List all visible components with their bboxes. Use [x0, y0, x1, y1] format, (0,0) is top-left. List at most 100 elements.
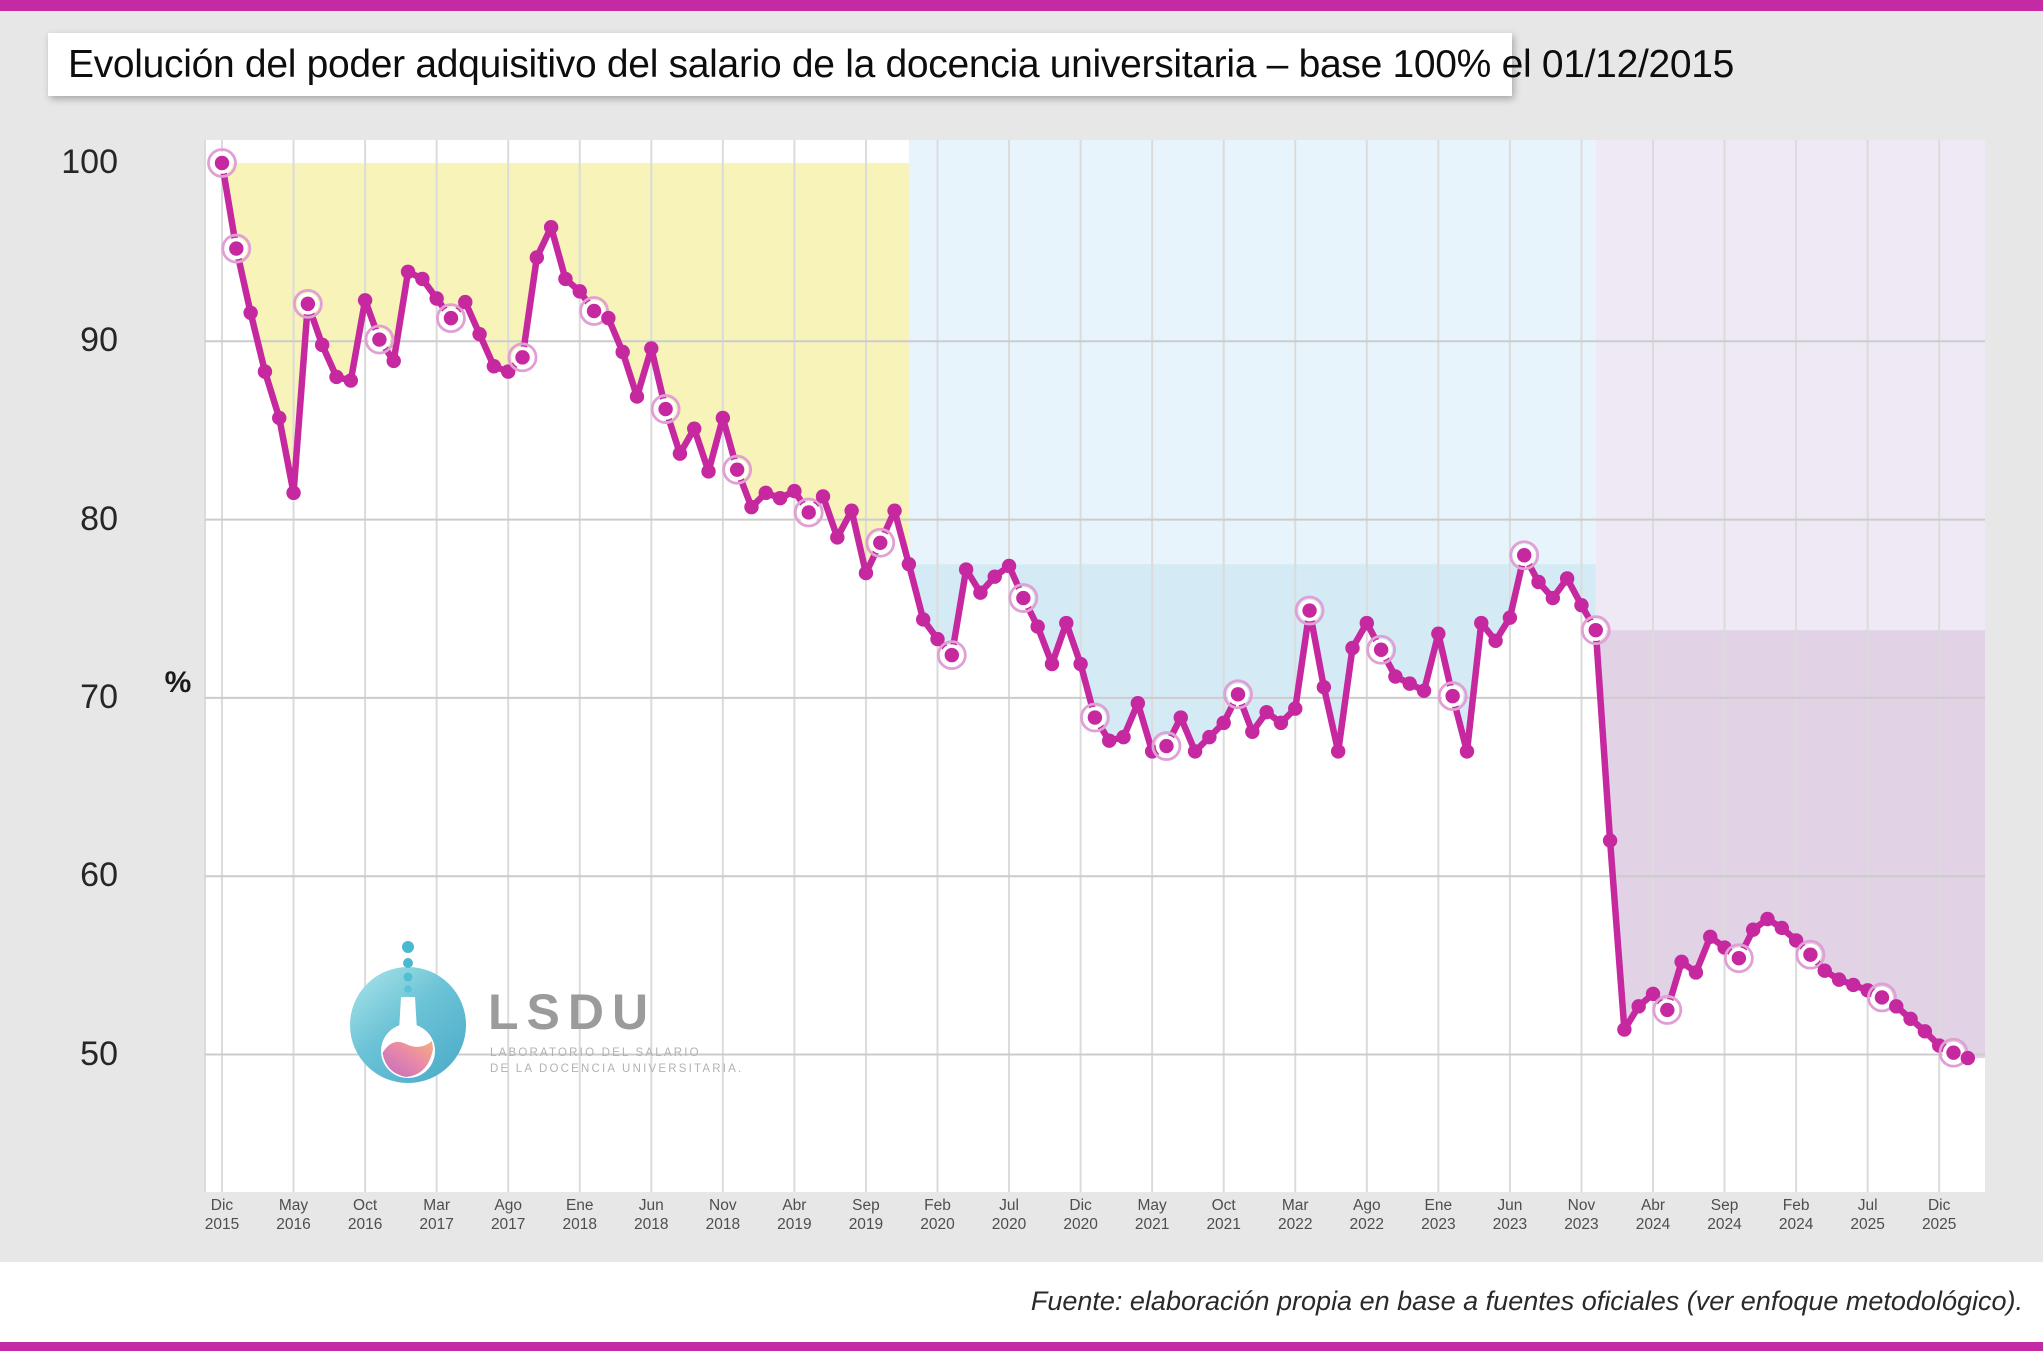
- data-point: [400, 264, 416, 279]
- title-card: Evolución del poder adquisitivo del sala…: [48, 33, 1734, 96]
- ringed-marker-halo: [1080, 702, 1110, 733]
- data-point: [1316, 680, 1332, 695]
- region-band-periodo-2015-2019: [222, 163, 909, 574]
- ringed-marker-halo: [650, 394, 681, 424]
- ringed-marker-halo: [793, 497, 824, 528]
- x-axis-tick-label: Abr 2019: [777, 1197, 812, 1233]
- data-point: [1230, 687, 1246, 702]
- data-point: [243, 305, 258, 320]
- data-point: [1932, 1038, 1947, 1053]
- data-point: [1803, 947, 1818, 962]
- x-axis-tick-label: Nov 2018: [705, 1197, 741, 1233]
- ringed-marker-halo: [1151, 731, 1182, 761]
- x-axis-tick-label: Sep 2019: [848, 1197, 884, 1233]
- data-point: [1574, 597, 1589, 613]
- data-point: [1788, 933, 1804, 948]
- data-point: [415, 271, 430, 287]
- data-point: [300, 296, 316, 312]
- ringed-marker-halo: [1652, 995, 1683, 1025]
- data-point: [873, 535, 888, 550]
- data-point: [314, 337, 330, 353]
- data-point: [458, 294, 473, 310]
- region-band-periodo-2023-2025: [1595, 630, 1985, 1059]
- data-point: [1602, 833, 1618, 848]
- data-point: [1531, 574, 1546, 590]
- y-axis-tick-label: 50: [80, 1034, 118, 1073]
- data-point: [1273, 715, 1289, 731]
- data-point: [1917, 1024, 1933, 1039]
- data-point: [272, 410, 287, 426]
- data-point: [1745, 922, 1761, 937]
- data-point: [644, 341, 659, 356]
- y-axis-unit-label: %: [164, 666, 192, 699]
- data-point: [357, 293, 373, 308]
- x-axis-tick-label: Feb 2020: [920, 1197, 955, 1233]
- data-point: [1445, 688, 1460, 704]
- data-point: [687, 421, 702, 436]
- data-point: [744, 499, 759, 515]
- magenta-top-bar: [0, 0, 2043, 11]
- data-point: [372, 332, 387, 347]
- source-note: Fuente: elaboración propia en base a fue…: [1030, 1286, 2023, 1316]
- x-axis-tick-label: Abr 2024: [1635, 1197, 1671, 1233]
- data-point: [672, 446, 688, 461]
- y-axis-tick-label: 70: [80, 677, 118, 716]
- data-point: [1517, 548, 1532, 563]
- data-point: [1030, 619, 1045, 634]
- ringed-marker-halo: [221, 233, 252, 264]
- data-point: [558, 271, 573, 287]
- data-point: [801, 505, 816, 520]
- data-point: [1102, 733, 1117, 748]
- data-point: [429, 291, 444, 306]
- page-title: Evolución del poder adquisitivo del sala…: [68, 42, 1735, 86]
- data-point: [1173, 710, 1188, 725]
- ringed-marker-halo: [1366, 634, 1397, 665]
- x-axis-tick-label: Ago 2022: [1349, 1197, 1385, 1233]
- x-axis-tick-label: Dic 2025: [1921, 1197, 1957, 1233]
- data-point: [658, 401, 673, 417]
- region-light-periodo-2023-2025: [1595, 140, 1985, 631]
- data-point: [815, 489, 831, 504]
- data-point: [543, 219, 559, 235]
- x-axis-tick-label: Sep 2024: [1707, 1197, 1742, 1233]
- data-point: [944, 647, 960, 663]
- ringed-marker-halo: [364, 324, 395, 355]
- x-axis-tick-label: Mar 2022: [1278, 1197, 1313, 1233]
- x-axis-tick-label: Jun 2018: [634, 1197, 669, 1233]
- data-point: [472, 326, 487, 342]
- x-axis-tick-label: Dic 2015: [204, 1197, 240, 1233]
- data-point: [1431, 626, 1446, 641]
- data-point: [1016, 590, 1031, 606]
- data-point: [1388, 669, 1403, 684]
- data-point: [1245, 724, 1260, 739]
- ringed-marker-halo: [722, 454, 753, 485]
- data-point: [229, 241, 244, 256]
- data-point: [1874, 990, 1890, 1005]
- lsdu-logo: LSDU LABORATORIO DEL SALARIO DE LA DOCEN…: [348, 925, 778, 1090]
- x-axis-tick-label: Mar 2017: [419, 1197, 454, 1233]
- data-point: [1159, 738, 1174, 754]
- data-point: [1330, 744, 1346, 759]
- data-point: [1288, 701, 1303, 716]
- data-point: [1660, 1002, 1675, 1018]
- data-point: [1359, 615, 1375, 631]
- ringed-marker-halo: [1437, 681, 1468, 712]
- flask-icon: [381, 941, 435, 1078]
- data-point: [772, 491, 788, 506]
- ringed-marker-halo: [1580, 615, 1611, 646]
- data-point: [1645, 986, 1661, 1002]
- data-point: [1402, 676, 1417, 691]
- data-point: [286, 485, 301, 501]
- region-light-periodo-2019-2023: [908, 140, 1596, 565]
- data-point: [1703, 929, 1718, 945]
- data-point: [1831, 972, 1847, 987]
- x-axis-tick-label: Feb 2024: [1778, 1197, 1814, 1233]
- data-point: [1559, 571, 1575, 586]
- y-axis-tick-label: 90: [80, 321, 118, 360]
- data-point: [973, 585, 988, 600]
- data-point: [1202, 729, 1217, 745]
- data-point: [1774, 920, 1789, 936]
- data-point: [529, 250, 545, 265]
- data-point: [586, 303, 602, 319]
- data-point: [1946, 1045, 1961, 1060]
